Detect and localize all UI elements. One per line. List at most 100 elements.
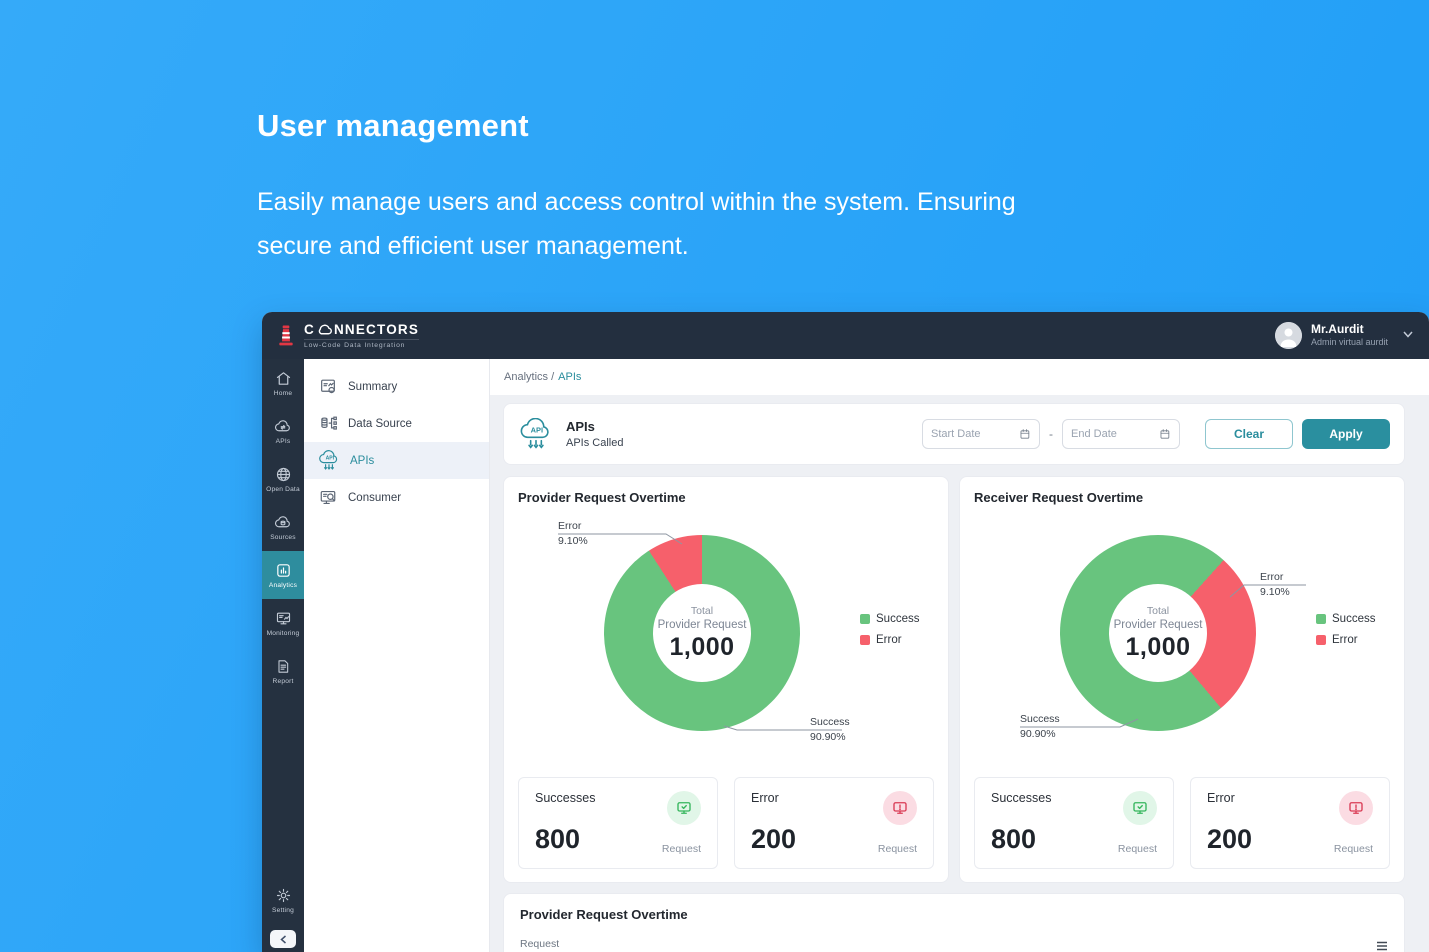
monitoring-icon: [276, 612, 290, 624]
cloud-sync-icon: [275, 419, 290, 431]
success-callout: Success 90.90%: [1020, 713, 1060, 740]
logo-subtitle: Low-Code Data Integration: [304, 339, 420, 349]
error-callout: Error 9.10%: [1260, 571, 1290, 598]
charts-row: Provider Request Overtime Total Provider…: [503, 476, 1405, 883]
home-icon: [276, 371, 290, 385]
avatar: [1274, 322, 1302, 349]
date-range-separator: -: [1049, 427, 1053, 441]
svg-text:API: API: [326, 456, 335, 462]
sidebar-collapse-button[interactable]: [270, 930, 296, 948]
user-name: Mr.Aurdit: [1310, 322, 1364, 337]
secondary-sidebar: Summary Data Source API APIs Consumer: [304, 359, 490, 952]
dashboard-window: C NNECTORS Low-Code Data Integration: [262, 312, 1429, 952]
cloud-database-icon: [275, 515, 290, 527]
sidebar-item-analytics[interactable]: Analytics: [262, 551, 304, 599]
svg-text:API: API: [531, 426, 543, 435]
main-content: Analytics / APIs API APIs APIs Called: [490, 359, 1429, 952]
success-swatch: [1316, 614, 1326, 624]
logo-post: NNECTORS: [333, 322, 420, 337]
report-icon: [278, 659, 289, 673]
success-callout: Success 90.90%: [810, 716, 850, 743]
subnav-item-summary[interactable]: Summary: [304, 368, 489, 405]
monitor-check-icon: [1123, 791, 1157, 825]
chart-title: Provider Request Overtime: [518, 490, 686, 505]
clear-button[interactable]: Clear: [1205, 419, 1293, 449]
start-date-input[interactable]: [931, 428, 1016, 440]
error-callout: Error 9.10%: [558, 520, 588, 547]
error-swatch: [860, 635, 870, 645]
filter-bar: API APIs APIs Called -: [503, 403, 1405, 465]
subnav-item-apis[interactable]: API APIs: [304, 442, 489, 479]
end-date-input[interactable]: [1071, 428, 1156, 440]
legend-success: Success: [1316, 613, 1375, 625]
error-stat-card: Error 200 Request: [734, 777, 934, 869]
donut-chart: Total Provider Request 1,000: [974, 509, 1390, 767]
chart-title: Provider Request Overtime: [520, 907, 688, 922]
end-date-field[interactable]: [1062, 419, 1180, 449]
chart-legend: Success Error: [860, 613, 919, 646]
subnav-item-data-source[interactable]: Data Source: [304, 405, 489, 442]
successes-stat-card: Successes 800 Request: [518, 777, 718, 869]
successes-stat-card: Successes 800 Request: [974, 777, 1174, 869]
api-cloud-icon: API: [319, 450, 338, 470]
sidebar-item-report[interactable]: Report: [262, 647, 304, 695]
sidebar-item-apis[interactable]: APIs: [262, 407, 304, 455]
donut-total-value: 1,000: [669, 632, 735, 661]
stat-row: Successes 800 Request: [518, 777, 934, 869]
logo-pre: C: [304, 322, 315, 337]
monitor-error-icon: [883, 791, 917, 825]
monitor-error-icon: [1339, 791, 1373, 825]
breadcrumb: Analytics / APIs: [490, 359, 1429, 395]
sidebar-item-setting[interactable]: Setting: [262, 876, 304, 924]
y-axis-label: Request: [520, 938, 560, 950]
donut-ring: Total Provider Request 1,000: [604, 535, 800, 731]
donut-center: Total Provider Request 1,000: [1109, 584, 1207, 682]
summary-icon: [321, 379, 335, 394]
start-date-field[interactable]: [922, 419, 1040, 449]
subnav-item-consumer[interactable]: Consumer: [304, 479, 489, 516]
hero-title: User management: [257, 108, 529, 143]
breadcrumb-section[interactable]: Analytics /: [504, 371, 555, 383]
gear-icon: [276, 888, 290, 902]
calendar-icon: [1160, 429, 1170, 439]
content-scroll-area: API APIs APIs Called -: [490, 395, 1429, 952]
user-meta: Mr.Aurdit Admin virtual aurdit: [1311, 322, 1388, 348]
provider-request-chart-card: Provider Request Overtime Total Provider…: [503, 476, 949, 883]
logo-text: C NNECTORS Low-Code Data Integration: [304, 322, 420, 349]
sidebar-spacer: [262, 695, 304, 876]
user-role: Admin virtual aurdit: [1310, 337, 1388, 348]
bottom-chart-card: Provider Request Overtime Request: [503, 893, 1405, 952]
stat-row: Successes 800 Request: [974, 777, 1390, 869]
top-navbar: C NNECTORS Low-Code Data Integration: [262, 312, 1429, 359]
cloud-icon: [318, 324, 332, 335]
hamburger-menu-icon[interactable]: [1376, 938, 1388, 952]
chart-title: Receiver Request Overtime: [974, 490, 1144, 505]
user-menu[interactable]: Mr.Aurdit Admin virtual aurdit: [1274, 322, 1413, 349]
donut-center: Total Provider Request 1,000: [653, 584, 751, 682]
error-swatch: [1316, 635, 1326, 645]
sidebar-item-open-data[interactable]: Open Data: [262, 455, 304, 503]
error-stat-card: Error 200 Request: [1190, 777, 1390, 869]
sidebar-item-monitoring[interactable]: Monitoring: [262, 599, 304, 647]
sidebar-item-home[interactable]: Home: [262, 359, 304, 407]
consumer-icon: [320, 490, 336, 505]
legend-success: Success: [860, 613, 919, 625]
lighthouse-icon: [279, 325, 293, 346]
analytics-icon: [276, 563, 290, 577]
icon-sidebar: Home APIs Open Data Sources Analytics: [262, 359, 304, 952]
legend-error: Error: [860, 634, 919, 646]
hero-block: User management Easily manage users and …: [257, 108, 1027, 268]
donut-ring: Total Provider Request 1,000: [1060, 535, 1256, 731]
hero-subtitle: Easily manage users and access control w…: [257, 188, 1016, 260]
monitor-check-icon: [667, 791, 701, 825]
app-logo[interactable]: C NNECTORS Low-Code Data Integration: [276, 322, 420, 349]
donut-total-value: 1,000: [1125, 632, 1191, 661]
apply-button[interactable]: Apply: [1302, 419, 1390, 449]
sidebar-item-sources[interactable]: Sources: [262, 503, 304, 551]
success-swatch: [860, 614, 870, 624]
breadcrumb-current[interactable]: APIs: [558, 371, 582, 383]
chevron-left-icon: [279, 934, 286, 944]
chart-legend: Success Error: [1316, 613, 1375, 646]
receiver-request-chart-card: Receiver Request Overtime Total Provider…: [959, 476, 1405, 883]
